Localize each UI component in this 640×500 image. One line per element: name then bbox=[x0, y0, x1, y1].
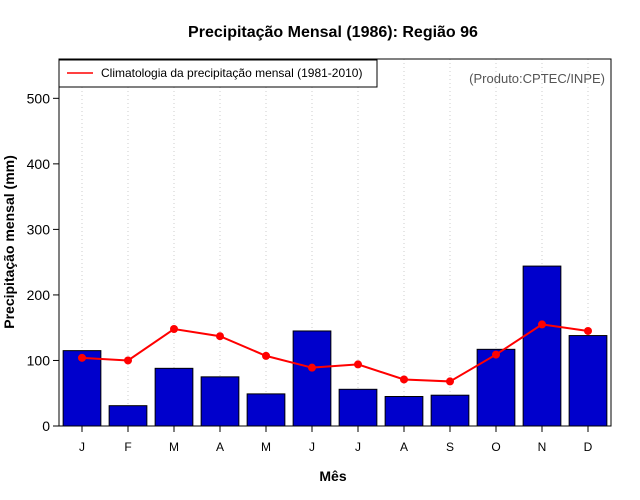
climatology-point bbox=[262, 351, 270, 360]
x-tick-label: J bbox=[309, 440, 315, 454]
climatology-line-group bbox=[78, 320, 592, 386]
bar bbox=[62, 350, 102, 427]
y-tick-label: 100 bbox=[27, 352, 51, 368]
chart-title: Precipitação Mensal (1986): Região 96 bbox=[188, 24, 478, 41]
climatology-point bbox=[400, 375, 408, 384]
x-tick-label: O bbox=[491, 440, 500, 454]
bar bbox=[522, 265, 562, 427]
x-tick-label: F bbox=[124, 440, 131, 454]
climatology-point bbox=[584, 326, 592, 335]
legend-label: Climatologia da precipitação mensal (198… bbox=[101, 66, 362, 80]
y-tick-label: 0 bbox=[42, 418, 50, 434]
climatology-point bbox=[446, 377, 454, 386]
climatology-line bbox=[81, 323, 589, 383]
climatology-point bbox=[124, 356, 132, 365]
x-tick-label: A bbox=[216, 440, 224, 454]
bar bbox=[154, 367, 194, 427]
x-tick-label: N bbox=[538, 440, 547, 454]
x-tick-label: D bbox=[584, 440, 593, 454]
y-tick-label: 300 bbox=[27, 221, 51, 237]
climatology-point bbox=[492, 350, 500, 359]
bar bbox=[246, 393, 286, 427]
climatology-point bbox=[170, 325, 178, 334]
bar bbox=[568, 335, 608, 427]
climatology-point bbox=[78, 353, 86, 362]
y-tick-label: 200 bbox=[27, 287, 51, 303]
bar bbox=[476, 348, 516, 427]
climatology-point bbox=[354, 360, 362, 369]
source-note: (Produto:CPTEC/INPE) bbox=[469, 71, 605, 86]
y-tick-label: 500 bbox=[27, 90, 51, 106]
y-tick-label: 400 bbox=[27, 156, 51, 172]
legend: Climatologia da precipitação mensal (198… bbox=[58, 59, 378, 88]
x-axis-title: Mês bbox=[319, 468, 346, 484]
x-tick-label: J bbox=[79, 440, 85, 454]
bar bbox=[292, 330, 332, 427]
bar bbox=[384, 396, 424, 427]
x-tick-label: J bbox=[355, 440, 361, 454]
y-axis: 0 100 200 300 400 500 bbox=[27, 90, 59, 434]
climatology-point bbox=[538, 320, 546, 329]
bars bbox=[62, 265, 608, 427]
climatology-point bbox=[308, 363, 316, 372]
x-tick-label: M bbox=[261, 440, 271, 454]
x-tick-label: A bbox=[400, 440, 408, 454]
legend-box bbox=[58, 59, 378, 88]
climatology-point bbox=[216, 332, 224, 341]
plot-frame bbox=[58, 58, 612, 427]
bar bbox=[200, 376, 240, 427]
bar bbox=[430, 394, 470, 427]
x-tick-label: M bbox=[169, 440, 179, 454]
x-tick-label: S bbox=[446, 440, 454, 454]
bar bbox=[338, 388, 378, 427]
bar bbox=[108, 405, 148, 427]
y-axis-title: Precipitação mensal (mm) bbox=[1, 155, 17, 329]
